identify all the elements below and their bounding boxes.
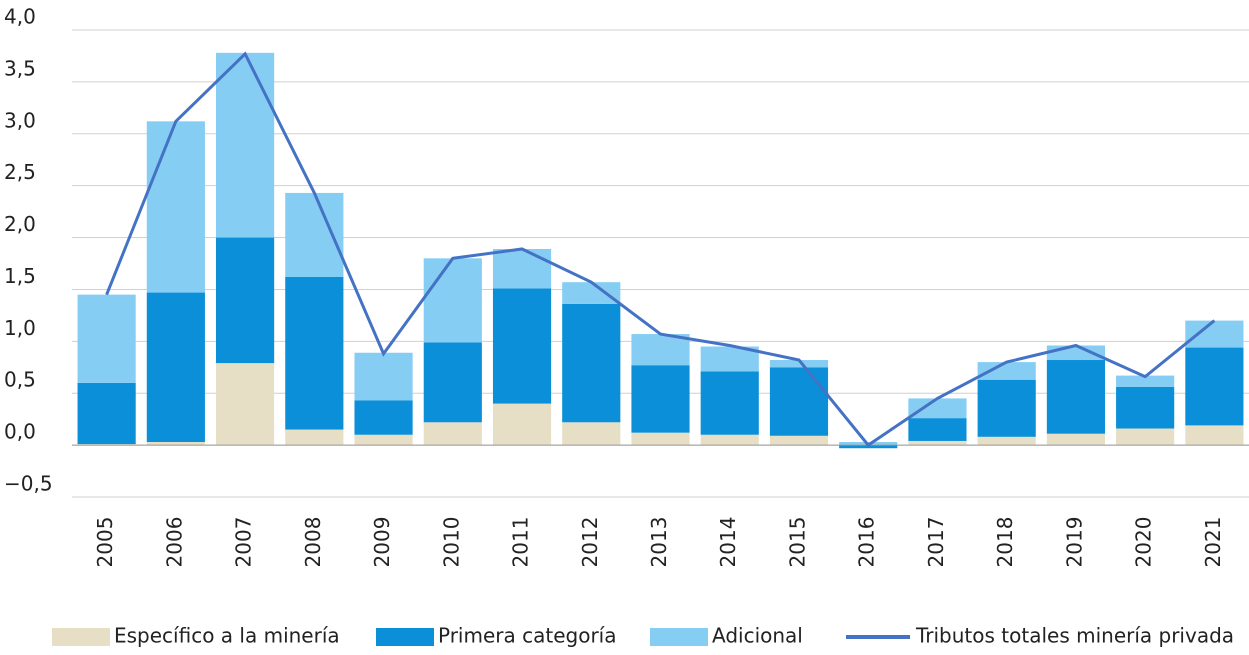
bar — [1116, 386, 1175, 429]
bar — [77, 382, 136, 445]
y-tick-label: 0,0 — [4, 420, 36, 444]
bar — [769, 360, 829, 368]
x-tick-label: 2007 — [232, 517, 256, 568]
y-tick-label: 3,0 — [4, 108, 36, 132]
x-tick-label: 2009 — [370, 517, 394, 568]
legend-swatch — [376, 628, 434, 646]
bar — [1116, 428, 1175, 446]
bar — [77, 294, 136, 383]
x-tick-label: 2016 — [855, 517, 879, 568]
x-tick-label: 2017 — [924, 517, 948, 568]
bar — [146, 441, 205, 446]
bar — [631, 365, 690, 433]
bar — [423, 422, 482, 446]
y-tick-label: 1,0 — [4, 316, 36, 340]
x-tick-label: 2005 — [93, 517, 117, 568]
x-tick-label: 2015 — [785, 517, 809, 568]
bar — [977, 362, 1036, 380]
bar — [700, 434, 759, 446]
y-tick-label: 0,5 — [4, 368, 36, 392]
y-tick-label: 1,5 — [4, 264, 36, 288]
bar — [977, 436, 1036, 446]
bar — [423, 342, 482, 423]
x-tick-label: 2021 — [1201, 517, 1225, 568]
bar — [562, 303, 621, 423]
bar — [1185, 320, 1244, 348]
bar — [631, 334, 690, 366]
bar — [769, 367, 829, 436]
bar — [908, 418, 967, 441]
x-tick-label: 2018 — [993, 517, 1017, 568]
bar — [1185, 425, 1244, 446]
x-tick-label: 2006 — [162, 517, 186, 568]
legend-swatch — [650, 628, 708, 646]
bar — [354, 434, 413, 446]
bar — [492, 288, 552, 404]
bar — [146, 292, 205, 442]
bar — [285, 276, 344, 430]
bar — [285, 429, 344, 446]
bar — [562, 422, 621, 446]
bar — [216, 237, 275, 364]
bar — [216, 363, 275, 446]
bar — [700, 371, 759, 435]
x-tick-label: 2008 — [301, 517, 325, 568]
bar — [1046, 433, 1105, 446]
bar — [354, 400, 413, 435]
line — [105, 51, 1216, 448]
bar — [285, 192, 344, 277]
y-tick-label: −0,5 — [4, 472, 53, 496]
x-tick-label: 2013 — [647, 517, 671, 568]
bar — [908, 440, 967, 446]
legend-label: Adicional — [712, 624, 803, 648]
bar — [354, 352, 413, 401]
x-tick-label: 2012 — [578, 517, 602, 568]
legend-swatch — [52, 628, 110, 646]
bar — [492, 248, 552, 289]
bar — [769, 435, 829, 446]
bar — [1046, 360, 1105, 434]
bar — [77, 444, 136, 446]
y-tick-label: 3,5 — [4, 56, 36, 80]
x-tick-label: 2020 — [1132, 517, 1156, 568]
bar — [216, 52, 275, 238]
bar — [146, 121, 205, 293]
bar — [977, 379, 1036, 437]
legend-label: Específico a la minería — [114, 624, 340, 648]
bar — [492, 403, 552, 446]
x-tick-label: 2010 — [439, 517, 463, 568]
y-tick-label: 4,0 — [4, 5, 36, 29]
bar — [1116, 375, 1175, 387]
legend-label: Tributos totales minería privada — [915, 624, 1234, 648]
x-tick-label: 2019 — [1062, 517, 1086, 568]
bar — [908, 398, 967, 419]
x-tick-label: 2011 — [509, 517, 533, 568]
bar — [1046, 345, 1105, 361]
x-tick-label: 2014 — [716, 517, 740, 568]
bar — [562, 282, 621, 304]
bar — [1185, 347, 1244, 426]
bar — [631, 432, 690, 446]
bar — [423, 258, 482, 343]
y-tick-label: 2,5 — [4, 160, 36, 184]
y-tick-label: 2,0 — [4, 212, 36, 236]
legend-label: Primera categoría — [438, 624, 616, 648]
